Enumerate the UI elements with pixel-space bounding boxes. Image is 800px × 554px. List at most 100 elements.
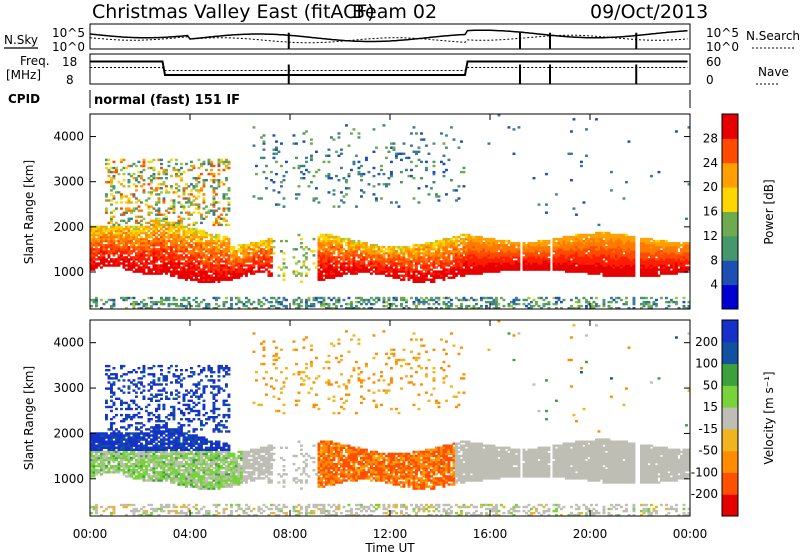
power-cell (185, 274, 188, 277)
power-cell (595, 233, 598, 237)
power-cell (157, 219, 161, 222)
power-cell (352, 256, 356, 259)
power-cell (377, 258, 381, 261)
power-cell (347, 270, 351, 273)
power-cell (357, 170, 361, 174)
power-cell (525, 250, 528, 253)
power-cell (522, 264, 526, 267)
power-cell (232, 272, 236, 275)
power-cell (207, 162, 211, 166)
power-cell (100, 229, 103, 233)
power-cell (162, 235, 166, 239)
power-cell (582, 268, 586, 271)
power-cell (652, 264, 656, 267)
power-cell (315, 298, 318, 302)
power-cell (490, 246, 493, 249)
power-cell (465, 248, 468, 251)
power-cell (587, 246, 591, 249)
power-cell (437, 254, 441, 257)
power-cell (625, 181, 628, 184)
power-cell (262, 250, 266, 253)
power-cell (645, 242, 648, 245)
power-cell (347, 242, 351, 245)
power-cell (615, 262, 618, 265)
power-cell (632, 254, 636, 257)
power-cell (320, 246, 323, 249)
power-cell (415, 278, 418, 281)
power-cell (177, 239, 181, 243)
power-cell (412, 126, 416, 129)
power-cell (225, 258, 228, 261)
power-cell (245, 244, 248, 247)
power-cell (260, 156, 263, 160)
power-cell (155, 187, 158, 190)
power-cell (580, 160, 583, 164)
power-cell (152, 264, 156, 267)
power-cell (247, 254, 251, 257)
power-cell (350, 244, 353, 247)
power-cell (532, 264, 536, 267)
power-cell (342, 177, 346, 180)
power-cell (657, 244, 661, 247)
power-cell (442, 276, 446, 279)
power-cell (400, 302, 403, 306)
power-cell (160, 242, 163, 245)
power-cell (492, 302, 496, 306)
power-cell (240, 244, 243, 247)
power-cell (92, 227, 96, 231)
power-cell (492, 307, 496, 310)
power-cell (560, 260, 563, 263)
power-cell (112, 233, 116, 237)
power-cell (120, 258, 123, 261)
power-cell (640, 256, 643, 259)
power-cell (460, 242, 463, 245)
power-cell (172, 242, 176, 245)
power-cell (137, 209, 141, 212)
power-cell (387, 248, 391, 251)
power-cell (180, 203, 183, 206)
power-cell (225, 264, 228, 267)
power-cell (375, 270, 378, 273)
power-cell (107, 221, 111, 225)
power-cell (625, 242, 628, 245)
power-cell (227, 307, 231, 310)
power-cell (110, 304, 113, 308)
power-cell (377, 266, 381, 269)
power-cell (417, 270, 421, 273)
power-cell (357, 268, 361, 271)
power-cell (337, 260, 341, 263)
power-cell (427, 302, 431, 306)
power-cell (412, 300, 416, 304)
power-cell (185, 304, 188, 308)
power-cell (390, 252, 393, 255)
power-cell (175, 168, 178, 172)
power-cell (415, 296, 418, 300)
power-cell (185, 248, 188, 251)
power-cell (572, 266, 576, 269)
power-cell (435, 260, 438, 263)
power-cell (332, 270, 336, 273)
power-cell (217, 158, 221, 162)
power-cell (100, 235, 103, 239)
power-cell (315, 170, 318, 174)
power-cell (337, 154, 341, 157)
power-cell (547, 250, 551, 253)
power-cell (132, 237, 136, 241)
power-cell (500, 252, 503, 255)
power-cell (187, 296, 191, 300)
power-cell (132, 248, 136, 251)
power-cell (95, 304, 98, 308)
power-cell (182, 264, 186, 267)
power-cell (147, 211, 151, 214)
power-cell (220, 158, 223, 162)
power-cell (177, 195, 181, 198)
power-cell (140, 248, 143, 251)
power-cell (590, 268, 593, 271)
power-cell (475, 260, 478, 263)
power-cell (547, 252, 551, 255)
power-cell (142, 252, 146, 255)
power-cell (215, 252, 218, 255)
power-cell (562, 256, 566, 259)
power-cell (227, 272, 231, 275)
power-cell (472, 254, 476, 257)
